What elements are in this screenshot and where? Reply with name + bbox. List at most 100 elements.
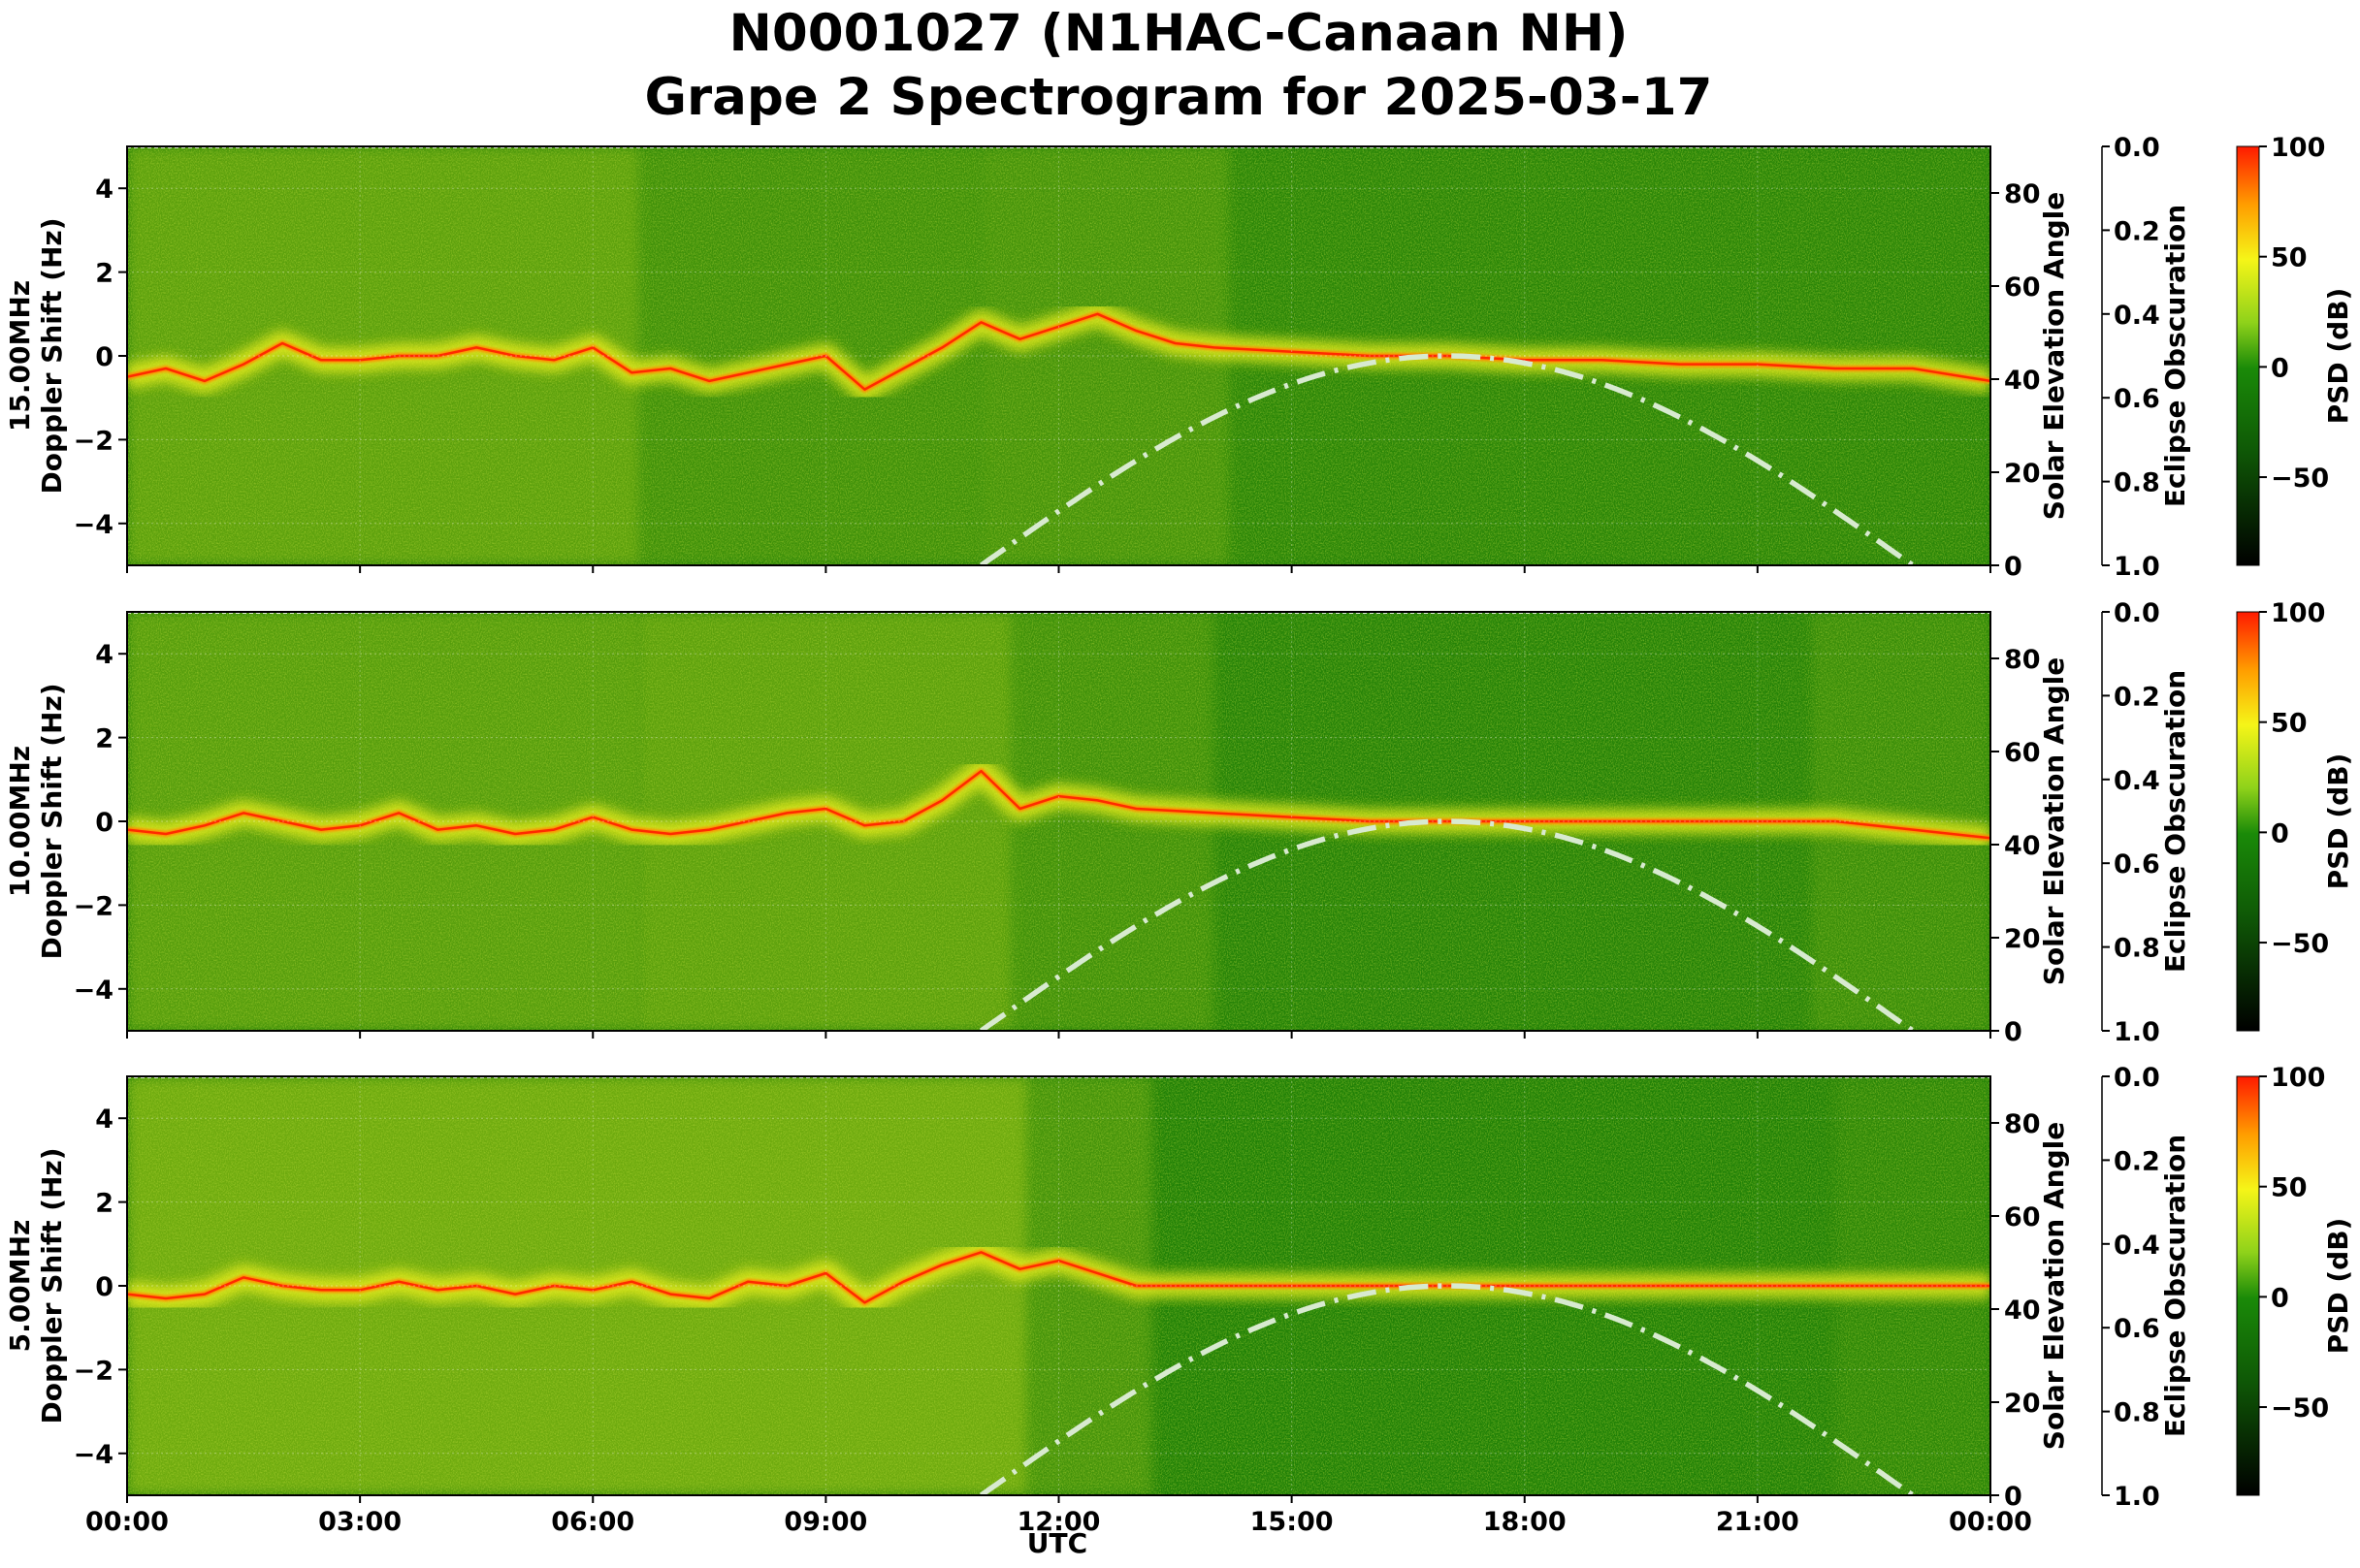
elevation-tick-label: 60 — [2004, 272, 2041, 303]
elevation-tick-label: 40 — [2004, 831, 2041, 861]
eclipse-tick-label: 0.2 — [2114, 1146, 2160, 1176]
elevation-tick-label: 80 — [2004, 645, 2041, 675]
colorbar-label: PSD (dB) — [2322, 1218, 2354, 1355]
figure-title-line1: N0001027 (N1HAC-Canaan NH) — [729, 4, 1629, 63]
colorbar-tick-label: 100 — [2271, 1063, 2325, 1093]
eclipse-tick-label: 0.4 — [2114, 1231, 2160, 1261]
eclipse-axis-label: Eclipse Obscuration — [2159, 670, 2191, 973]
y-tick-label: 0 — [95, 342, 113, 372]
frequency-label: 15.00MHz — [4, 280, 36, 432]
eclipse-axis-label: Eclipse Obscuration — [2159, 205, 2191, 507]
x-tick-label: 12:00 — [1018, 1507, 1101, 1537]
y-tick-label: 0 — [95, 808, 113, 838]
y-axis-label: Doppler Shift (Hz) — [36, 683, 68, 959]
panels: 420−2−415.00MHz Doppler Shift (Hz)0204060… — [4, 133, 2354, 1537]
elevation-tick-label: 60 — [2004, 1202, 2041, 1232]
colorbar-tick-label: −50 — [2271, 1393, 2329, 1424]
panel-5-00mhz: 420−2−45.00MHz Doppler Shift (Hz)02040608… — [4, 1063, 2354, 1537]
colorbar-tick-label: 0 — [2271, 353, 2289, 383]
y-tick-label: 4 — [95, 175, 113, 205]
eclipse-tick-label: 0.0 — [2114, 1063, 2160, 1093]
eclipse-axis-label: Eclipse Obscuration — [2159, 1135, 2191, 1437]
frequency-label: 10.00MHz — [4, 746, 36, 897]
elevation-tick-label: 20 — [2004, 1389, 2041, 1419]
psd-colorbar — [2236, 1075, 2260, 1496]
colorbar-tick-label: 0 — [2271, 818, 2289, 848]
eclipse-tick-label: 0.4 — [2114, 766, 2160, 796]
x-tick-label: 03:00 — [318, 1507, 402, 1537]
colorbar-label: PSD (dB) — [2322, 753, 2354, 890]
x-tick-label: 18:00 — [1483, 1507, 1567, 1537]
colorbar-tick-label: 50 — [2271, 243, 2308, 273]
eclipse-tick-label: 1.0 — [2114, 1482, 2160, 1512]
eclipse-tick-label: 0.8 — [2114, 468, 2160, 498]
solar-elevation-curve — [979, 1283, 1915, 1495]
elevation-axis-label: Solar Elevation Angle — [2038, 657, 2070, 985]
panel-10-00mhz: 420−2−410.00MHz Doppler Shift (Hz)0204060… — [4, 598, 2354, 1047]
y-tick-label: −2 — [74, 891, 113, 921]
y-axis-label: Doppler Shift (Hz) — [36, 1147, 68, 1424]
elevation-axis-label: Solar Elevation Angle — [2038, 1122, 2070, 1450]
elevation-axis-label: Solar Elevation Angle — [2038, 192, 2070, 520]
solar-elevation-curve — [979, 818, 1915, 1031]
eclipse-tick-label: 0.8 — [2114, 1398, 2160, 1428]
x-tick-label: 15:00 — [1250, 1507, 1334, 1537]
colorbar-tick-label: 50 — [2271, 709, 2308, 739]
elevation-tick-label: 0 — [2004, 552, 2022, 582]
colorbar-label: PSD (dB) — [2322, 288, 2354, 425]
doppler-trace-core — [127, 312, 1990, 391]
doppler-trace-core — [127, 1251, 1990, 1304]
elevation-tick-label: 40 — [2004, 1296, 2041, 1326]
y-tick-label: −4 — [74, 510, 113, 540]
eclipse-tick-label: 1.0 — [2114, 1017, 2160, 1047]
eclipse-tick-label: 1.0 — [2114, 552, 2160, 582]
elevation-tick-label: 20 — [2004, 924, 2041, 954]
psd-colorbar — [2236, 611, 2260, 1032]
elevation-tick-label: 20 — [2004, 459, 2041, 489]
x-tick-label: 00:00 — [85, 1507, 169, 1537]
eclipse-tick-label: 0.4 — [2114, 301, 2160, 331]
y-tick-label: 2 — [95, 259, 113, 289]
y-tick-label: 4 — [95, 1104, 113, 1135]
figure-title-line2: Grape 2 Spectrogram for 2025-03-17 — [644, 68, 1712, 127]
colorbar-tick-label: −50 — [2271, 464, 2329, 494]
solar-elevation-curve — [979, 353, 1915, 565]
y-tick-label: 0 — [95, 1272, 113, 1302]
spectrogram-heatmap — [127, 612, 1990, 1031]
x-tick-label: 00:00 — [1949, 1507, 2032, 1537]
elevation-tick-label: 80 — [2004, 179, 2041, 209]
eclipse-tick-label: 0.2 — [2114, 682, 2160, 712]
y-tick-label: −4 — [74, 1440, 113, 1470]
y-tick-label: −4 — [74, 976, 113, 1006]
y-tick-label: −2 — [74, 426, 113, 456]
elevation-tick-label: 80 — [2004, 1109, 2041, 1139]
frequency-label: 5.00MHz — [4, 1220, 36, 1353]
spectrogram-heatmap — [127, 146, 1990, 565]
colorbar-tick-label: 100 — [2271, 133, 2325, 163]
y-axis-label: Doppler Shift (Hz) — [36, 217, 68, 494]
eclipse-tick-label: 0.6 — [2114, 849, 2160, 880]
doppler-trace-core — [127, 769, 1990, 840]
colorbar-tick-label: 100 — [2271, 598, 2325, 628]
colorbar-tick-label: 50 — [2271, 1173, 2308, 1203]
colorbar-tick-label: −50 — [2271, 929, 2329, 959]
x-axis-label: UTC — [1027, 1527, 1087, 1559]
y-tick-label: −2 — [74, 1356, 113, 1386]
x-tick-label: 06:00 — [551, 1507, 634, 1537]
y-tick-label: 2 — [95, 724, 113, 754]
elevation-tick-label: 0 — [2004, 1017, 2022, 1047]
elevation-tick-label: 0 — [2004, 1482, 2022, 1512]
elevation-tick-label: 40 — [2004, 366, 2041, 396]
panel-15-00mhz: 420−2−415.00MHz Doppler Shift (Hz)0204060… — [4, 133, 2354, 582]
eclipse-tick-label: 0.6 — [2114, 1314, 2160, 1344]
eclipse-tick-label: 0.0 — [2114, 598, 2160, 628]
y-tick-label: 4 — [95, 640, 113, 670]
elevation-tick-label: 60 — [2004, 738, 2041, 768]
eclipse-tick-label: 0.8 — [2114, 934, 2160, 964]
colorbar-tick-label: 0 — [2271, 1283, 2289, 1313]
eclipse-tick-label: 0.6 — [2114, 384, 2160, 414]
x-tick-label: 21:00 — [1716, 1507, 1799, 1537]
x-tick-label: 09:00 — [784, 1507, 867, 1537]
eclipse-tick-label: 0.2 — [2114, 216, 2160, 246]
